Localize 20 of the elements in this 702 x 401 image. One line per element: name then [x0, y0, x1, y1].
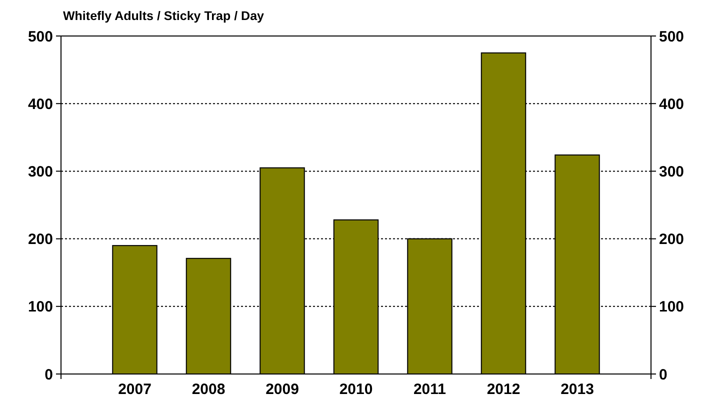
- x-tick-label: 2009: [266, 381, 299, 398]
- y-tick-label: 500: [28, 28, 53, 46]
- x-tick-label: 2012: [486, 381, 520, 398]
- y-tick-label: 300: [28, 163, 53, 180]
- y2-tick-label: 300: [659, 163, 684, 180]
- y-tick-label: 400: [28, 96, 53, 113]
- y-tick-label: 0: [44, 366, 53, 384]
- x-tick-label: 2011: [413, 381, 446, 398]
- y-tick-label: 100: [28, 298, 53, 316]
- x-tick-label: 2007: [118, 381, 152, 398]
- y2-tick-label: 500: [659, 28, 684, 46]
- x-tick-label: 2008: [192, 381, 226, 398]
- y-tick-label: 200: [28, 231, 53, 248]
- y2-tick-label: 200: [659, 231, 684, 248]
- x-tick-label: 2013: [560, 381, 594, 398]
- y2-tick-label: 400: [659, 96, 684, 113]
- y2-tick-label: 100: [659, 298, 684, 316]
- y2-tick-label: 0: [659, 366, 668, 384]
- chart-title: Whitefly Adults / Sticky Trap / Day: [63, 9, 264, 23]
- x-tick-label: 2010: [339, 381, 373, 398]
